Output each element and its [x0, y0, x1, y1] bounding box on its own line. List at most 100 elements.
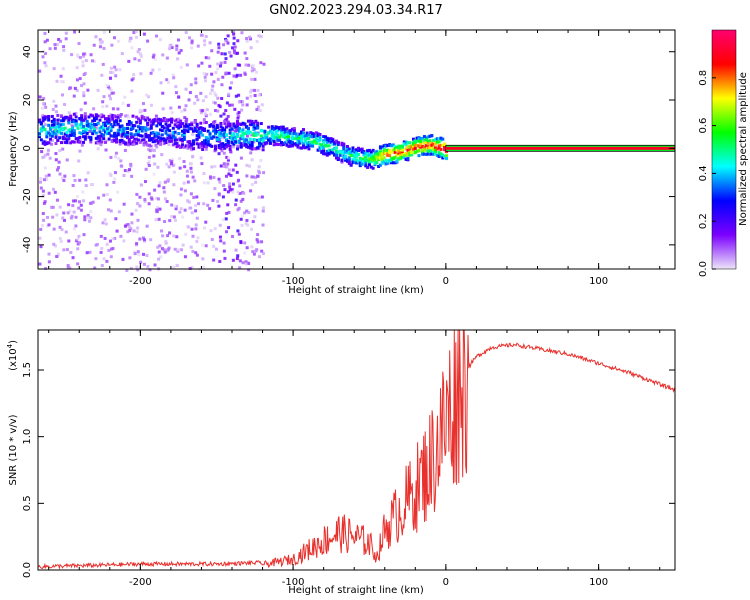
ridge-mark	[63, 137, 67, 141]
ridge-mark	[384, 148, 388, 152]
ridge-mark	[373, 157, 377, 161]
noise-mark	[102, 95, 106, 99]
ridge-mark	[160, 124, 164, 128]
noise-mark	[157, 250, 161, 254]
ridge-mark	[428, 152, 432, 156]
noise-mark	[80, 84, 84, 88]
ridge-mark	[419, 144, 423, 148]
ridge-mark	[388, 158, 392, 162]
colorbar-gradient	[711, 29, 737, 270]
ridge-mark	[166, 127, 170, 131]
ridge-mark	[342, 144, 346, 148]
ridge-mark	[149, 131, 153, 135]
colorbar-tick-label: 0.0	[698, 261, 709, 277]
ridge-mark	[393, 161, 397, 165]
noise-mark	[103, 236, 107, 240]
ridge-mark	[254, 126, 258, 130]
ridge-mark	[113, 134, 117, 138]
noise-mark	[240, 108, 244, 112]
ridge-mark	[424, 148, 428, 152]
noise-mark	[184, 87, 188, 91]
ridge-mark	[323, 138, 327, 142]
noise-mark	[121, 101, 125, 105]
ridge-mark	[114, 137, 118, 141]
noise-mark	[64, 37, 68, 41]
ridge-mark	[65, 138, 69, 142]
ridge-mark	[204, 141, 208, 145]
noise-mark	[223, 60, 227, 64]
noise-mark	[81, 199, 85, 203]
ridge-mark	[419, 145, 423, 149]
ridge-mark	[243, 137, 247, 141]
noise-mark	[222, 43, 226, 47]
ridge-mark	[188, 140, 192, 144]
noise-mark	[218, 64, 222, 68]
ridge-mark	[234, 135, 238, 139]
ridge-mark	[426, 143, 430, 147]
colorbar: 0.00.20.40.60.8 Normalized spectral ampl…	[698, 29, 749, 277]
noise-mark	[190, 227, 194, 231]
noise-mark	[261, 252, 265, 256]
ridge-mark	[347, 152, 351, 156]
ridge-mark	[327, 137, 331, 141]
noise-mark	[158, 181, 162, 185]
noise-mark	[177, 51, 181, 55]
noise-mark	[204, 56, 208, 60]
ridge-mark	[408, 148, 412, 152]
noise-mark	[185, 174, 189, 178]
snr-y-label: SNR (10 * v/v)	[8, 414, 19, 485]
noise-mark	[161, 234, 165, 238]
noise-mark	[217, 193, 221, 197]
ridge-mark	[386, 152, 390, 156]
ridge-mark	[195, 124, 199, 128]
ridge-mark	[382, 156, 386, 160]
ridge-mark	[91, 114, 95, 118]
ridge-mark	[397, 144, 401, 148]
noise-mark	[55, 79, 59, 83]
noise-mark	[68, 266, 72, 270]
noise-mark	[59, 74, 63, 78]
ridge-mark	[318, 142, 322, 146]
ridge-mark	[314, 137, 318, 141]
noise-mark	[55, 168, 59, 172]
ridge-mark	[245, 143, 249, 147]
noise-mark	[76, 247, 80, 251]
ridge-mark	[261, 129, 265, 133]
ridge-mark	[122, 141, 126, 145]
ridge-mark	[301, 131, 305, 135]
noise-mark	[149, 103, 153, 107]
noise-mark	[231, 145, 235, 149]
ridge-mark	[89, 140, 93, 144]
ridge-mark	[173, 123, 177, 127]
noise-mark	[204, 34, 208, 38]
ridge-mark	[127, 140, 131, 144]
ridge-mark	[320, 150, 324, 154]
ridge-mark	[107, 119, 111, 123]
ridge-mark	[113, 114, 117, 118]
noise-mark	[179, 207, 183, 211]
ridge-mark	[252, 132, 256, 136]
noise-mark	[122, 174, 126, 178]
noise-mark	[79, 108, 83, 112]
ridge-mark	[234, 138, 238, 142]
ridge-mark	[80, 131, 84, 135]
spectrogram-frame	[37, 29, 676, 270]
noise-mark	[146, 39, 150, 43]
noise-mark	[217, 46, 221, 50]
noise-mark	[121, 257, 125, 261]
noise-mark	[240, 100, 244, 104]
ridge-mark	[85, 121, 89, 125]
ridge-mark	[389, 144, 393, 148]
ridge-mark	[345, 149, 349, 153]
ridge-mark	[105, 117, 109, 121]
noise-mark	[137, 58, 141, 62]
ridge-mark	[147, 138, 151, 142]
ridge-mark	[245, 125, 249, 129]
noise-mark	[141, 252, 145, 256]
noise-mark	[148, 149, 152, 153]
noise-mark	[73, 178, 77, 182]
ridge-mark	[91, 132, 95, 136]
ridge-mark	[59, 141, 63, 145]
noise-mark	[253, 88, 257, 92]
